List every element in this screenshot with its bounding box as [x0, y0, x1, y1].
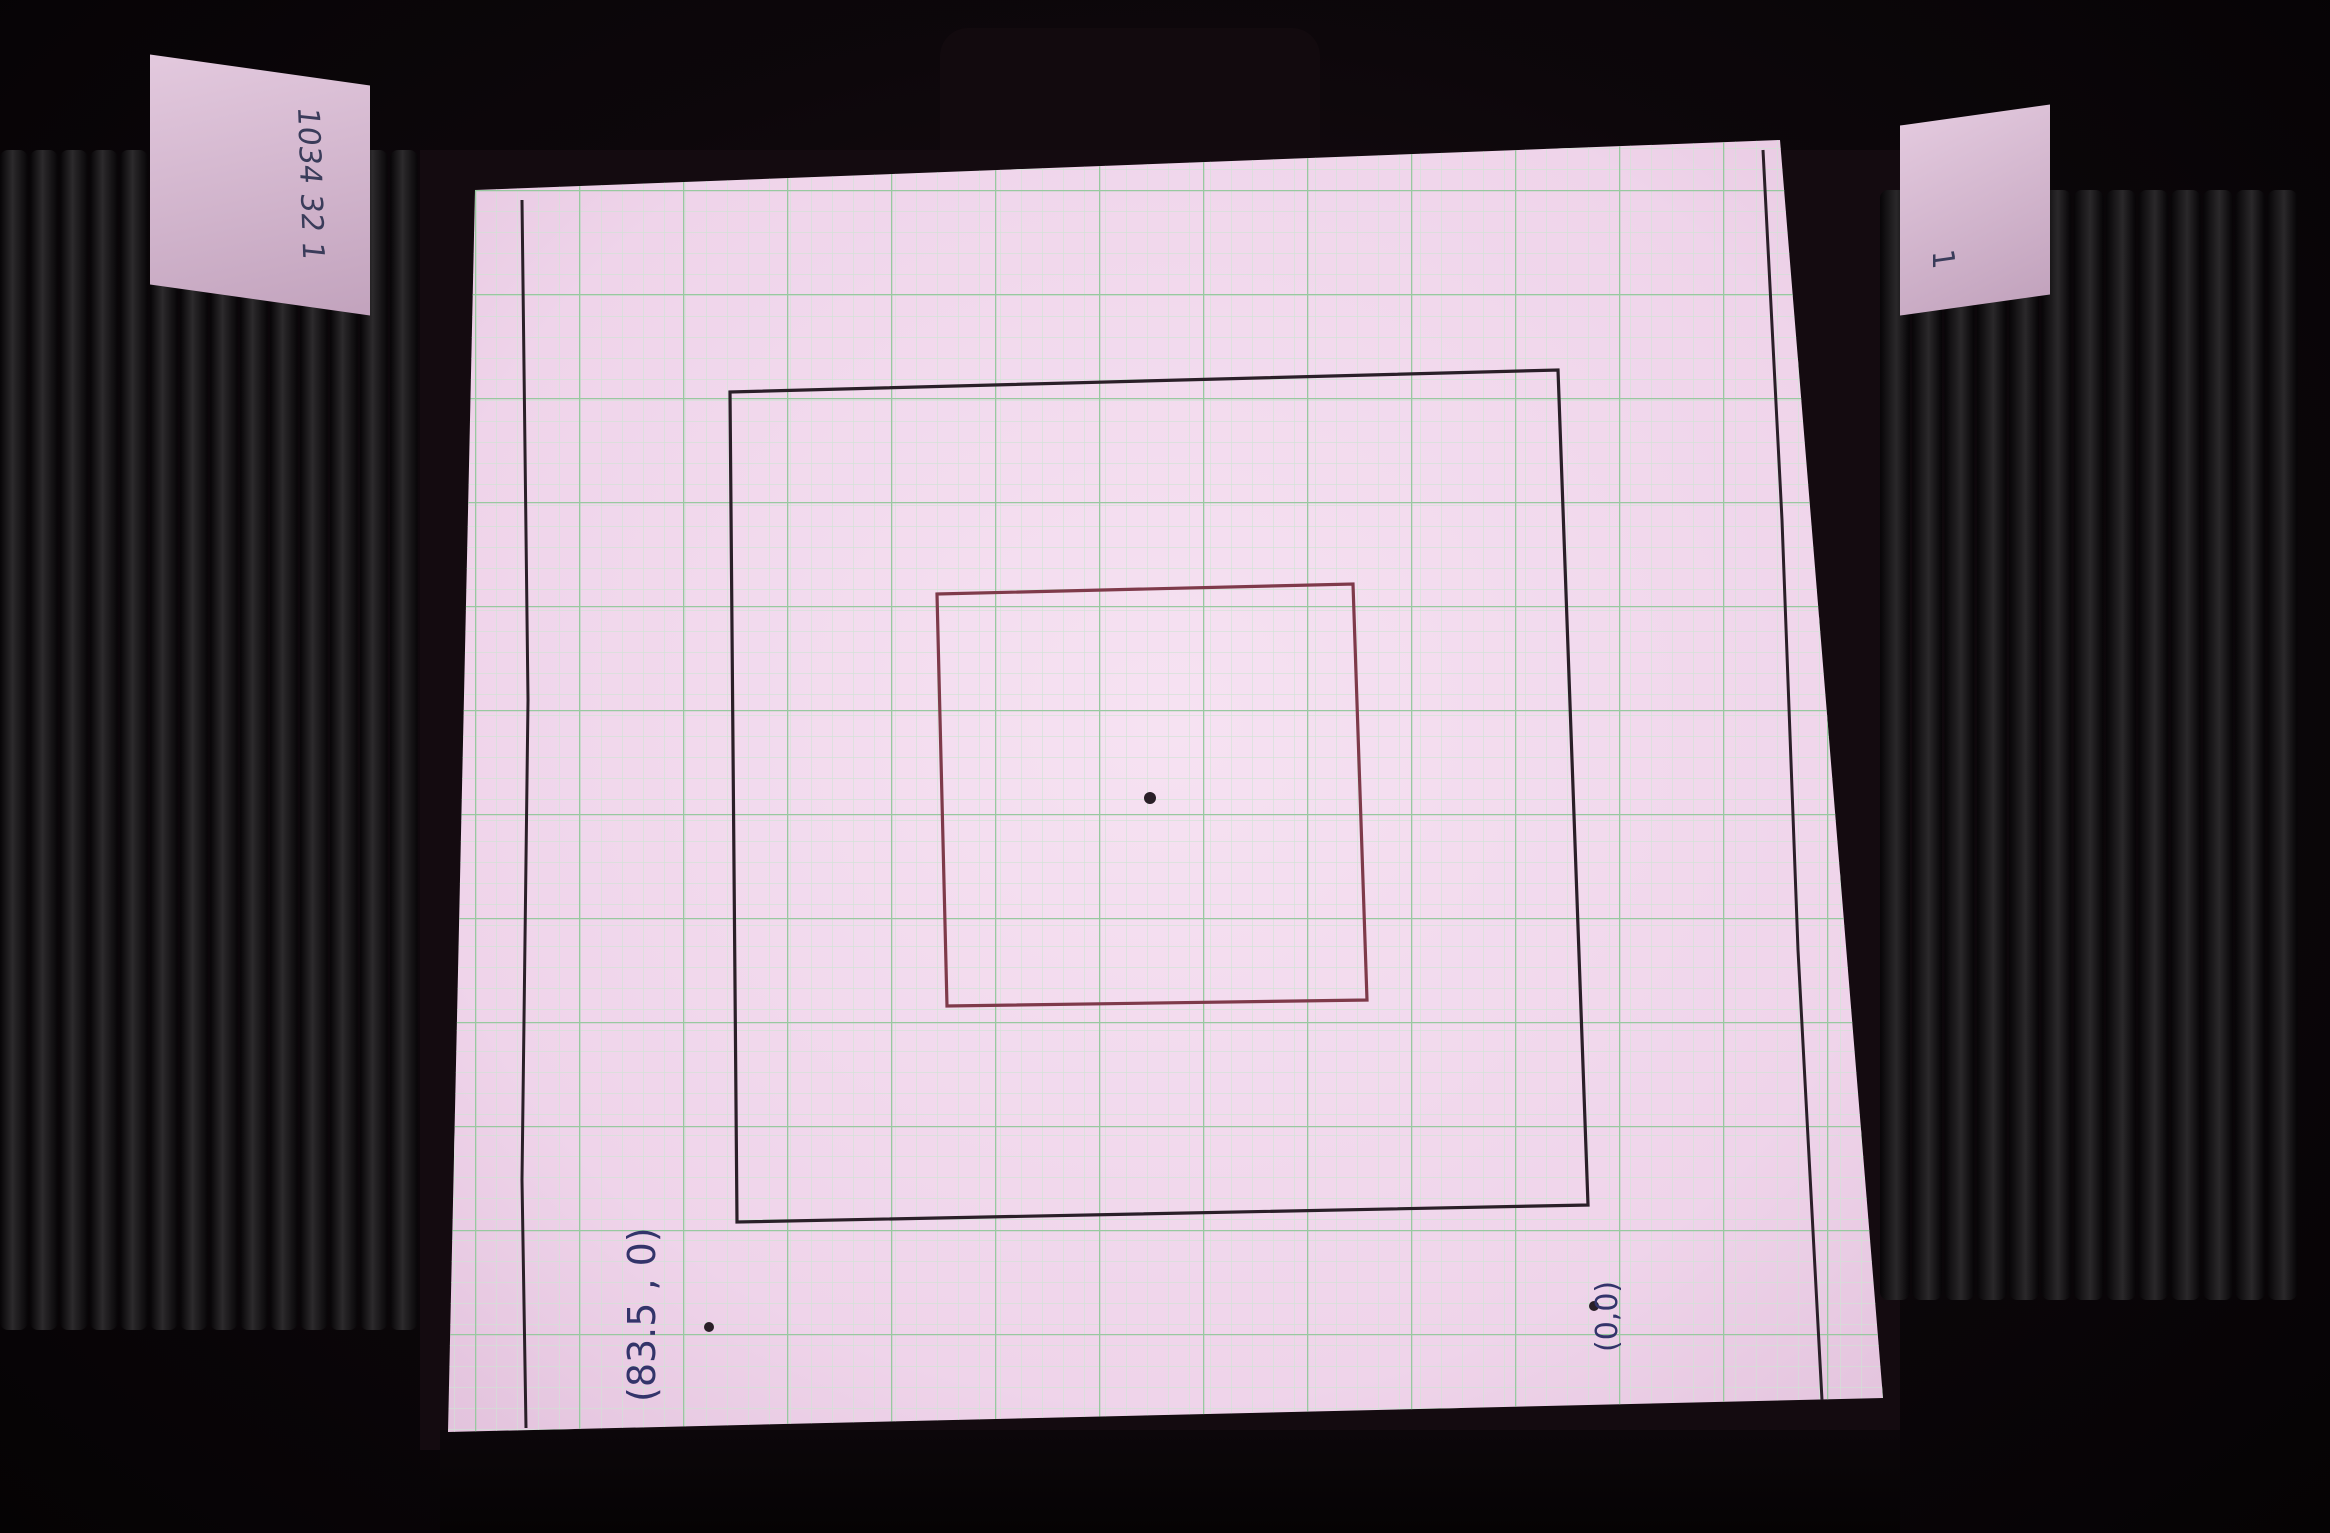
left-bellows: [0, 90, 460, 1350]
bellows-rib: [1976, 190, 2007, 1300]
left-label-card: 1034 32 1: [150, 54, 370, 316]
bellows-rib: [2267, 190, 2298, 1300]
bellows-rib: [2138, 190, 2169, 1300]
bellows-rib: [270, 150, 298, 1330]
bellows-rib: [30, 150, 58, 1330]
right-card-text: 1: [1925, 247, 1960, 272]
bellows-rib: [2203, 190, 2233, 1300]
bellows-rib: [2106, 190, 2136, 1300]
bellows-rib: [330, 150, 358, 1330]
stage-frame: [420, 150, 1900, 1450]
bellows-rib: [150, 150, 178, 1330]
bellows-rib: [90, 150, 118, 1330]
bellows-rib: [2009, 190, 2039, 1300]
bellows-rib: [240, 150, 268, 1330]
bellows-rib: [2073, 190, 2104, 1300]
bellows-rib: [210, 150, 238, 1330]
bellows-rib: [390, 150, 418, 1330]
bellows-rib: [2170, 190, 2201, 1300]
bottom-shadow: [440, 1430, 1900, 1533]
bellows-rib: [2235, 190, 2266, 1300]
bellows-rib: [1944, 190, 1975, 1300]
bellows-rib: [120, 150, 148, 1330]
bellows-rib: [180, 150, 208, 1330]
bellows-rib: [300, 150, 328, 1330]
right-label-card: 1: [1900, 104, 2050, 316]
bellows-rib: [360, 150, 388, 1330]
left-card-text: 1034 32 1: [290, 105, 331, 263]
bellows-rib: [1912, 190, 1942, 1300]
right-bellows: [1880, 90, 2330, 1350]
bellows-rib: [1880, 190, 1910, 1300]
bellows-rib: [60, 150, 88, 1330]
bellows-rib: [0, 150, 28, 1330]
top-housing: [940, 28, 1320, 158]
bellows-rib: [2041, 190, 2072, 1300]
